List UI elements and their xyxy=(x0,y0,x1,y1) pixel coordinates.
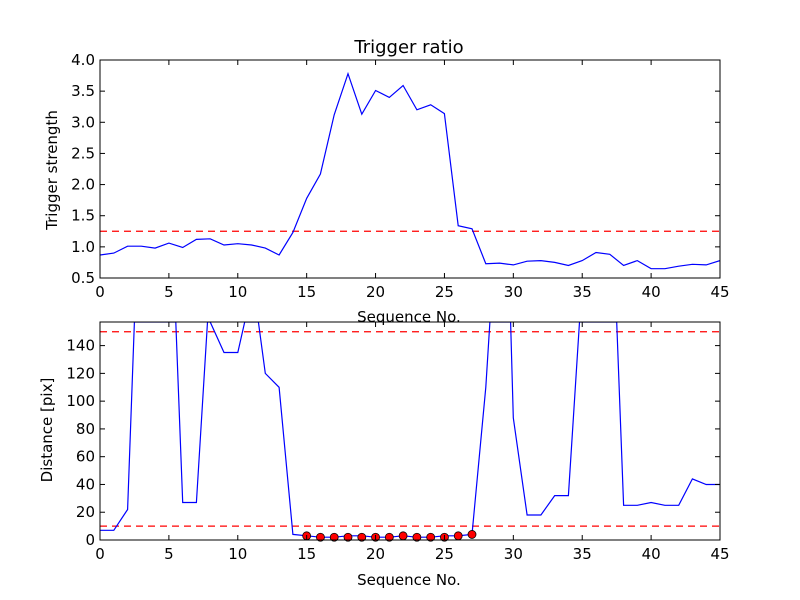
top-panel-x-tick-label: 35 xyxy=(573,283,592,301)
bottom-panel-marker-point xyxy=(329,532,339,542)
top-panel-frame xyxy=(99,59,721,279)
top-panel-xlabel: Sequence No. xyxy=(357,308,461,326)
bottom-panel-frame xyxy=(99,321,721,541)
bottom-panel-x-tick-label: 15 xyxy=(297,545,316,563)
top-panel-title: Trigger ratio xyxy=(353,37,463,58)
bottom-panel-y-tick-label: 80 xyxy=(76,420,95,438)
bottom-panel-marker-point xyxy=(384,532,394,542)
top-panel-x-tick-label: 0 xyxy=(95,283,105,301)
top-panel-ylabel: Trigger strength xyxy=(43,110,61,231)
bottom-panel-marker-point xyxy=(412,532,422,542)
bottom-panel-ylabel: Distance [pix] xyxy=(38,378,56,483)
bottom-panel-y-tick-label: 40 xyxy=(76,475,95,493)
bottom-panel-x-tick-label: 25 xyxy=(435,545,454,563)
bottom-panel-x-tick-label: 10 xyxy=(228,545,247,563)
top-panel-y-tick-label: 1.5 xyxy=(71,207,95,225)
top-panel: Trigger ratio Sequence No. Trigger stren… xyxy=(43,37,730,326)
bottom-panel-x-tick-label: 5 xyxy=(164,545,174,563)
bottom-panel-x-tick-label: 45 xyxy=(710,545,729,563)
bottom-panel-marker-point xyxy=(343,532,353,542)
bottom-panel-marker-point xyxy=(398,531,408,541)
top-panel-x-tick-label: 25 xyxy=(435,283,454,301)
bottom-panel-marker-point xyxy=(453,531,463,541)
top-panel-series-line xyxy=(100,71,720,270)
bottom-panel-x-tick-label: 20 xyxy=(366,545,385,563)
bottom-panel-y-tick-label: 20 xyxy=(76,503,95,521)
top-panel-y-tick-label: 3.0 xyxy=(71,113,95,131)
top-panel-y-tick-label: 2.0 xyxy=(71,176,95,194)
top-panel-x-tick-label: 45 xyxy=(710,283,729,301)
bottom-panel-y-tick-label: 120 xyxy=(66,364,95,382)
top-panel-x-tick-label: 40 xyxy=(642,283,661,301)
bottom-panel-x-tick-label: 0 xyxy=(95,545,105,563)
bottom-panel-y-tick-label: 100 xyxy=(66,392,95,410)
bottom-panel-y-tick-label: 60 xyxy=(76,448,95,466)
bottom-panel-x-tick-label: 40 xyxy=(642,545,661,563)
bottom-panel-marker-point xyxy=(426,532,436,542)
bottom-panel-marker-point xyxy=(357,532,367,542)
top-panel-x-tick-label: 10 xyxy=(228,283,247,301)
bottom-panel-x-tick-label: 30 xyxy=(504,545,523,563)
bottom-panel: Sequence No. Distance [pix] 0 5 10 15 20 25 30… xyxy=(38,321,730,589)
bottom-panel-y-tick-label: 140 xyxy=(66,337,95,355)
top-panel-x-tick-label: 15 xyxy=(297,283,316,301)
top-panel-y-tick-label: 3.5 xyxy=(71,82,95,100)
bottom-panel-y-tick-label: 0 xyxy=(85,531,95,549)
bottom-panel-marker-point xyxy=(467,530,477,539)
top-panel-x-tick-label: 30 xyxy=(504,283,523,301)
bottom-panel-x-tick-label: 35 xyxy=(573,545,592,563)
top-panel-x-tick-label: 5 xyxy=(164,283,174,301)
top-panel-y-tick-label: 2.5 xyxy=(71,144,95,162)
bottom-panel-xlabel: Sequence No. xyxy=(357,571,461,589)
top-panel-y-tick-label: 0.5 xyxy=(71,269,95,287)
top-panel-y-tick-label: 4.0 xyxy=(71,51,95,69)
top-panel-y-tick-label: 1.0 xyxy=(71,238,95,256)
bottom-panel-marker-point xyxy=(316,532,325,542)
top-panel-x-tick-label: 20 xyxy=(366,283,385,301)
